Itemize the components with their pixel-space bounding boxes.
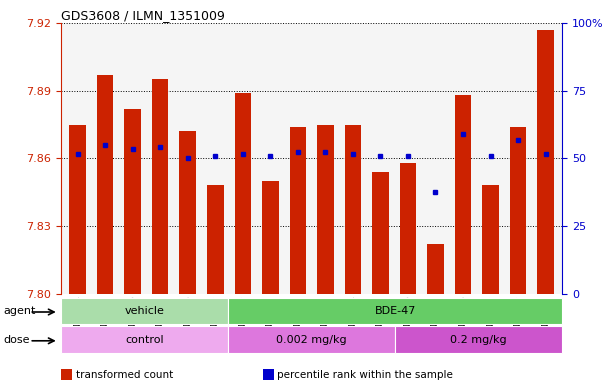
Bar <box>395 326 562 353</box>
Bar <box>228 326 395 353</box>
Text: transformed count: transformed count <box>76 370 173 380</box>
Bar <box>70 124 86 294</box>
Bar <box>207 185 224 294</box>
Bar <box>537 30 554 294</box>
Text: percentile rank within the sample: percentile rank within the sample <box>277 370 453 380</box>
Text: agent: agent <box>3 306 35 316</box>
Text: dose: dose <box>3 335 29 345</box>
Bar <box>61 298 228 324</box>
Text: vehicle: vehicle <box>125 306 164 316</box>
Bar <box>228 298 562 324</box>
Text: GDS3608 / ILMN_1351009: GDS3608 / ILMN_1351009 <box>61 9 225 22</box>
Bar <box>482 185 499 294</box>
Bar <box>317 124 334 294</box>
Bar <box>235 93 251 294</box>
Bar <box>125 109 141 294</box>
Bar <box>510 127 526 294</box>
Text: 0.002 mg/kg: 0.002 mg/kg <box>276 335 347 345</box>
Bar <box>61 326 228 353</box>
Bar <box>427 244 444 294</box>
Text: 0.2 mg/kg: 0.2 mg/kg <box>450 335 507 345</box>
Bar <box>180 131 196 294</box>
Text: control: control <box>125 335 164 345</box>
Bar <box>345 124 361 294</box>
Bar <box>152 79 169 294</box>
Bar <box>262 181 279 294</box>
Bar <box>290 127 306 294</box>
Bar <box>372 172 389 294</box>
Text: BDE-47: BDE-47 <box>375 306 416 316</box>
Bar <box>97 75 114 294</box>
Bar <box>455 95 471 294</box>
Bar <box>400 163 416 294</box>
